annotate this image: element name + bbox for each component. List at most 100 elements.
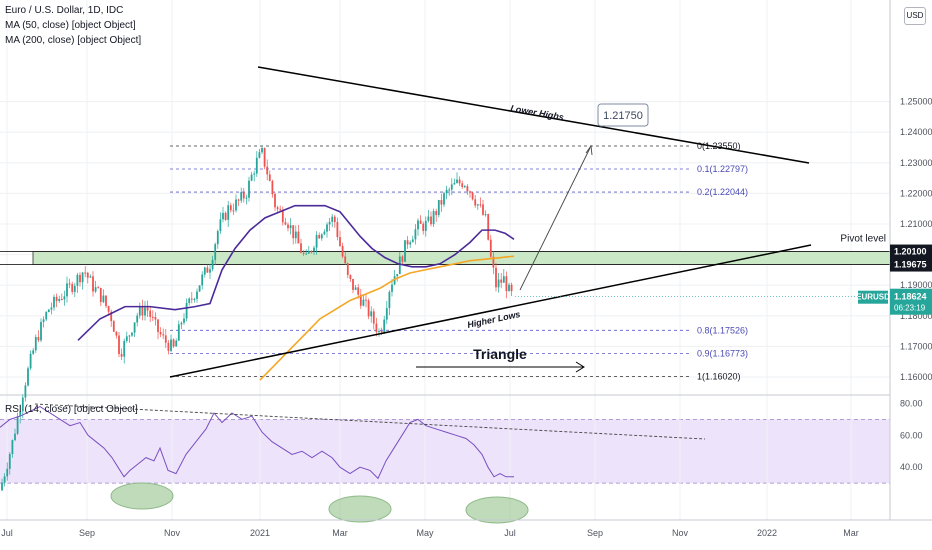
- candle-body: [287, 224, 289, 229]
- candle-body: [339, 237, 341, 247]
- candle-body: [219, 219, 222, 232]
- candle-body: [450, 184, 453, 190]
- candle-body: [430, 216, 432, 225]
- legend-ma200: MA (200, close) [object Object]: [5, 35, 142, 46]
- candle-body: [471, 192, 474, 200]
- candle-body: [136, 315, 139, 323]
- candle-body: [417, 220, 419, 230]
- candle-body: [128, 335, 131, 337]
- candle-body: [495, 267, 497, 288]
- ma200-line: [259, 255, 515, 381]
- candle-body: [362, 299, 365, 306]
- y-tick-label: 1.23000: [900, 158, 932, 168]
- candle-body: [341, 246, 344, 257]
- candle-body: [196, 291, 198, 299]
- candle-body: [320, 234, 323, 239]
- candle-body: [53, 296, 55, 308]
- candle-body: [367, 300, 370, 317]
- candle-body: [63, 296, 66, 300]
- candle-body: [216, 231, 219, 245]
- candle-body: [297, 231, 300, 244]
- candle-body: [177, 324, 180, 341]
- countdown-tag: 06:23:19: [894, 304, 926, 313]
- candle-body: [372, 311, 375, 324]
- pivot-low-price-tag: 1.19675: [894, 260, 927, 270]
- candle-body: [188, 298, 191, 304]
- candle-body: [237, 199, 240, 201]
- candle-body: [84, 272, 87, 274]
- candle-body: [92, 276, 94, 292]
- candle-body: [414, 229, 417, 240]
- candle-body: [157, 319, 159, 332]
- candle-body: [170, 339, 172, 351]
- pivot-high-price-tag: 1.20100: [894, 247, 927, 257]
- candle-body: [474, 199, 477, 206]
- candle-body: [167, 342, 170, 351]
- candle-body: [89, 276, 92, 278]
- candle-body: [396, 274, 399, 277]
- candle-body: [133, 322, 136, 333]
- candle-body: [110, 311, 113, 322]
- currency-button[interactable]: USD: [904, 7, 926, 25]
- candle-body: [380, 330, 383, 333]
- candle-body: [505, 276, 508, 292]
- x-tick-label: Jul: [1, 528, 13, 538]
- candle-body: [71, 284, 74, 292]
- candle-body: [336, 222, 339, 238]
- triangle-arrowhead: [575, 361, 585, 373]
- candle-body: [235, 199, 237, 211]
- candle-body: [461, 183, 464, 188]
- y-tick-label: 1.24000: [900, 127, 932, 137]
- candle-body: [164, 335, 167, 343]
- candle-body: [266, 166, 269, 175]
- candle-body: [274, 194, 276, 208]
- symbol-tag-bg: [858, 290, 888, 304]
- y-tick-label: 1.22000: [900, 188, 932, 198]
- candle-body: [463, 186, 466, 188]
- candle-body: [154, 316, 157, 320]
- candle-body: [222, 212, 224, 220]
- x-tick-label: May: [416, 528, 434, 538]
- candle-body: [206, 267, 209, 273]
- candle-body: [40, 321, 42, 341]
- candle-body: [183, 318, 185, 323]
- candle-body: [146, 307, 149, 311]
- x-tick-label: Mar: [843, 528, 859, 538]
- candle-body: [458, 179, 461, 184]
- candle-body: [440, 200, 443, 205]
- candle-body: [294, 231, 297, 239]
- candle-body: [76, 274, 79, 286]
- candle-body: [326, 224, 328, 232]
- candle-body: [255, 157, 258, 174]
- candle-body: [151, 316, 154, 318]
- candle-body: [456, 179, 458, 183]
- candle-body: [242, 192, 245, 199]
- rsi-tick-label: 40.00: [900, 462, 923, 472]
- candle-body: [81, 272, 84, 283]
- candle-body: [232, 210, 235, 212]
- candle-body: [263, 147, 266, 167]
- candle-body: [94, 287, 97, 292]
- candle-body: [323, 231, 326, 235]
- candle-body: [476, 204, 479, 206]
- candle-body: [313, 247, 315, 252]
- rsi-line: [0, 406, 514, 480]
- candle-body: [37, 337, 40, 341]
- triangle-label: Triangle: [473, 346, 527, 362]
- candle-body: [203, 267, 206, 275]
- candle-body: [398, 256, 401, 275]
- legend-symbol: Euro / U.S. Dollar, 1D, IDC: [5, 5, 124, 16]
- candle-body: [27, 368, 29, 386]
- pivot-low-price-tag-bg: [890, 257, 932, 272]
- rsi-band: [0, 419, 890, 484]
- candle-body: [180, 322, 183, 325]
- candle-body: [365, 299, 367, 301]
- rsi-trendline: [34, 403, 706, 440]
- candle-body: [284, 222, 287, 225]
- candle-body: [60, 298, 63, 300]
- candle-body: [302, 252, 305, 254]
- candle-body: [378, 330, 380, 333]
- candle-body: [240, 192, 243, 201]
- x-tick-label: Nov: [164, 528, 181, 538]
